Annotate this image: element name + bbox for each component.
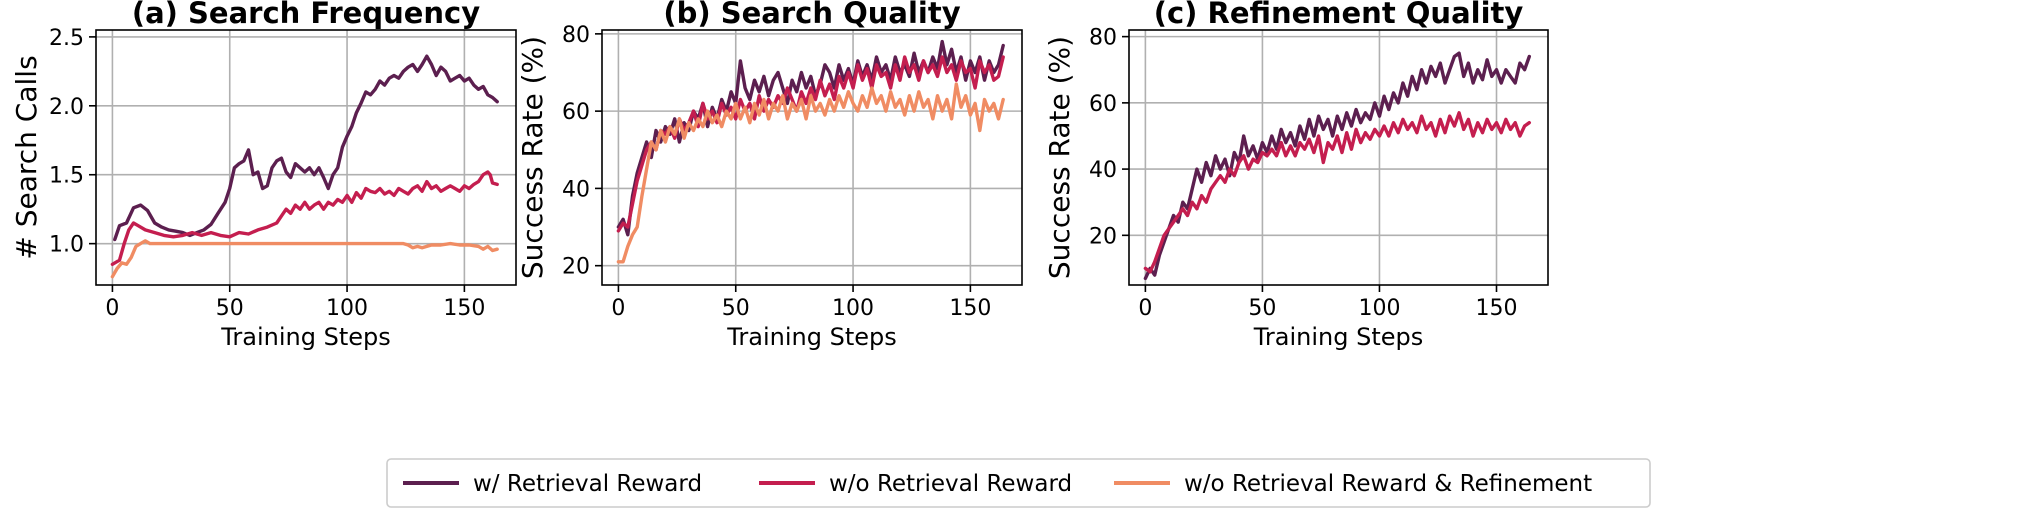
x-tick-label: 0: [105, 296, 119, 321]
legend-label-w-o-retrieval-reward-refinement: w/o Retrieval Reward & Refinement: [1184, 471, 1592, 497]
plot-frame: [95, 29, 517, 286]
y-axis-label: Success Rate (%): [1043, 36, 1076, 279]
y-tick-label: 40: [1089, 158, 1117, 183]
series-line-w-retrieval-reward: [113, 54, 499, 242]
y-tick-label: 1.0: [49, 233, 84, 258]
legend-label-w-o-retrieval-reward: w/o Retrieval Reward: [829, 471, 1072, 497]
x-axis-label: Training Steps: [726, 323, 896, 351]
x-tick-label: 100: [832, 296, 874, 321]
chart-panel-1: 0 50 100 150 1.0 1.5 2.0 2.5 (a) Search Frequenc…: [10, 0, 517, 351]
y-tick-label: 20: [1089, 224, 1117, 249]
x-tick-label: 150: [1476, 296, 1518, 321]
x-tick-label: 0: [611, 296, 625, 321]
x-axis-label: Training Steps: [220, 323, 390, 351]
chart-panel-2: 0 50 100 150 20 40 60 80 (b) Search Quality Train…: [516, 0, 1023, 351]
series-line-w-o-retrieval-reward: [110, 170, 499, 266]
series-line-w-o-retrieval-reward: [1143, 111, 1531, 274]
y-tick-label: 60: [1089, 92, 1117, 117]
y-tick-label: 20: [562, 255, 590, 280]
y-tick-label: 1.5: [49, 164, 84, 189]
y-tick-label: 2.0: [49, 95, 84, 120]
series-line-w-o-retrieval-reward-refinement: [110, 239, 499, 279]
legend-box: [386, 458, 1651, 508]
y-tick-label: 60: [562, 100, 590, 125]
x-tick-label: 50: [216, 296, 244, 321]
y-axis-label: Success Rate (%): [516, 36, 549, 279]
x-tick-label: 50: [1248, 296, 1276, 321]
x-tick-label: 0: [1138, 296, 1152, 321]
legend-label-w-retrieval-reward: w/ Retrieval Reward: [473, 471, 702, 497]
chart-title: (c) Refinement Quality: [1154, 0, 1524, 30]
y-tick-label: 40: [562, 177, 590, 202]
y-tick-label: 80: [1089, 26, 1117, 51]
y-tick-label: 2.5: [49, 26, 84, 51]
plot-frame: [601, 29, 1023, 286]
chart-title: (b) Search Quality: [663, 0, 960, 30]
y-axis-label: # Search Calls: [10, 55, 43, 259]
legend: w/ Retrieval Reward w/o Retrieval Reward w…: [386, 458, 1651, 508]
x-tick-label: 50: [722, 296, 750, 321]
x-axis-label: Training Steps: [1253, 323, 1423, 351]
y-tick-label: 80: [562, 23, 590, 48]
plot-frame: [1128, 29, 1549, 286]
x-tick-label: 100: [326, 296, 368, 321]
x-tick-label: 150: [949, 296, 991, 321]
chart-panel-3: 0 50 100 150 20 40 60 80 (c) Refinement Quality T…: [1043, 0, 1549, 351]
series-line-w-o-retrieval-reward-refinement: [616, 82, 1005, 264]
x-tick-label: 150: [443, 296, 485, 321]
series-line-w-retrieval-reward: [1143, 51, 1531, 281]
chart-title: (a) Search Frequency: [132, 0, 480, 30]
x-tick-label: 100: [1358, 296, 1400, 321]
